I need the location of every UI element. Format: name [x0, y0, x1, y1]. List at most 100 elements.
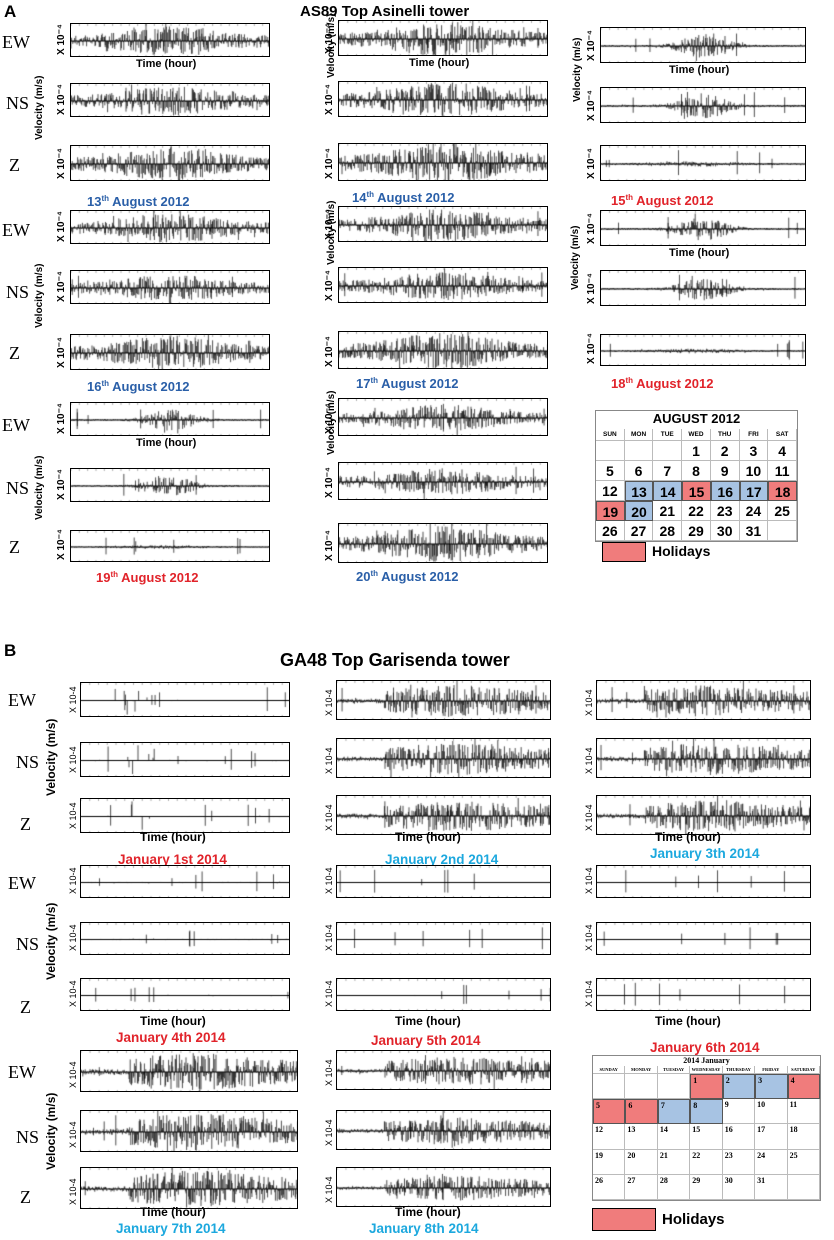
a-scale-label-14: X 10⁻⁴ [324, 336, 335, 367]
calB-weekday-4: THURSDAY [722, 1066, 756, 1074]
a-velocity-label-6: Velocity (m/s) [34, 455, 45, 520]
b-velocity-label-0: Velocity (m/s) [44, 718, 58, 796]
a-channel-ew-1: EW [2, 32, 30, 52]
calB-day-cell: 15 [690, 1124, 723, 1150]
b-seismogram-16 [596, 922, 811, 955]
a-scale-label-9: X 10⁻⁴ [56, 211, 67, 242]
calA-day-cell: 24 [739, 501, 769, 521]
calA-weekday-1: MON [624, 429, 654, 441]
calB-day-cell: 19 [593, 1149, 626, 1175]
a-date-18: 18th August 2012 [611, 376, 714, 392]
panel-b-title: GA48 Top Garisenda tower [280, 650, 510, 670]
b-scale-label-20: X 10-4 [68, 1178, 78, 1205]
a-channel-z-2: Z [9, 343, 20, 363]
b-scale-label-23: X 10-4 [324, 1176, 334, 1203]
b-date-jan6: January 6th 2014 [650, 1040, 760, 1055]
calB-weekday-0: SUNDAY [593, 1066, 626, 1074]
b-scale-label-0: X 10-4 [68, 686, 78, 713]
b-scale-label-8: X 10-4 [584, 804, 594, 831]
calA-weekday-2: TUE [653, 429, 683, 441]
calB-weekday-6: SATURDAY [787, 1066, 820, 1074]
b-date-jan2: January 2nd 2014 [385, 852, 499, 867]
a-seismogram-11 [70, 334, 270, 370]
calA-day-cell: 4 [768, 441, 797, 461]
calB-day-cell: 10 [755, 1099, 788, 1125]
a-date-17: 17th August 2012 [356, 376, 459, 392]
b-velocity-label-2: Velocity (m/s) [44, 1092, 58, 1170]
a-seismogram-2 [70, 145, 270, 181]
a-channel-z-1: Z [9, 155, 20, 175]
a-seismogram-22 [338, 462, 548, 500]
calA-day-cell: 21 [653, 501, 683, 521]
calB-day-cell: 12 [593, 1124, 626, 1150]
b-scale-label-6: X 10-4 [584, 689, 594, 716]
a-scale-label-5: X 10⁻⁴ [324, 148, 335, 179]
a-scale-label-0: X 10⁻⁴ [56, 24, 67, 55]
calB-day-cell: 31 [755, 1174, 788, 1200]
a-scale-label-18: X 10⁻⁴ [56, 403, 67, 434]
calA-day-cell: 1 [682, 441, 711, 461]
calB-day-cell: 27 [625, 1174, 658, 1200]
calB-day-cell: 26 [593, 1174, 626, 1200]
b-seismogram-21 [336, 1050, 551, 1090]
calA-day-cell: 29 [682, 521, 711, 541]
a-seismogram-17 [600, 334, 806, 366]
a-scale-label-23: X 10⁻⁴ [324, 530, 335, 561]
b-seismogram-17 [596, 978, 811, 1011]
b-legend-holidays: Holidays [662, 1211, 725, 1228]
calA-weekday-0: SUN [596, 429, 625, 441]
calA-day-cell [624, 441, 654, 461]
calB-day-cell: 2 [722, 1074, 756, 1100]
a-seismogram-1 [70, 83, 270, 117]
calA-day-cell: 27 [624, 521, 654, 541]
b-time-label-7: Time (hour) [395, 1205, 461, 1219]
a-date-14: 14th August 2012 [352, 190, 455, 206]
calB-day-cell: 22 [690, 1149, 723, 1175]
calA-day-cell: 17 [739, 481, 769, 501]
b-scale-label-14: X 10-4 [324, 980, 334, 1007]
b-scale-label-19: X 10-4 [68, 1121, 78, 1148]
a-date-13: 13th August 2012 [87, 194, 190, 210]
a-scale-label-16: X 10⁻⁴ [586, 273, 597, 304]
b-time-label-3: Time (hour) [140, 1014, 206, 1028]
calA-day-cell: 13 [624, 481, 654, 501]
a-date-15: 15th August 2012 [611, 193, 714, 209]
b-scale-label-15: X 10-4 [584, 867, 594, 894]
a-seismogram-8 [600, 145, 806, 181]
calB-day-cell: 25 [787, 1149, 820, 1175]
calA-day-cell: 11 [768, 461, 797, 481]
calA-weekday-5: FRI [739, 429, 769, 441]
a-legend-holidays: Holidays [652, 543, 711, 559]
calB-day-cell [593, 1074, 626, 1100]
a-date-19: 19th August 2012 [96, 570, 199, 586]
calB-day-cell: 3 [755, 1074, 788, 1100]
b-seismogram-10 [80, 922, 290, 955]
calA-day-cell [768, 521, 797, 541]
b-channel-ew-3: EW [8, 1062, 36, 1082]
panel-a-title: AS89 Top Asinelli tower [300, 3, 470, 20]
calB-day-cell: 20 [625, 1149, 658, 1175]
b-seismogram-7 [596, 738, 811, 778]
a-velocity-label-3: Velocity (m/s) [34, 263, 45, 328]
b-seismogram-2 [80, 798, 290, 833]
b-time-label-1: Time (hour) [395, 830, 461, 844]
a-seismogram-5 [338, 143, 548, 181]
b-seismogram-11 [80, 978, 290, 1011]
a-scale-label-2: X 10⁻⁴ [56, 148, 67, 179]
calB-day-cell: 9 [722, 1099, 756, 1125]
calB-day-cell: 4 [787, 1074, 820, 1100]
a-scale-label-19: X 10⁻⁴ [56, 469, 67, 500]
a-seismogram-6 [600, 27, 806, 63]
b-channel-ns-2: NS [16, 934, 40, 954]
a-channel-ns-2: NS [6, 282, 30, 302]
a-velocity-label-2: Velocity (m/s) [572, 37, 583, 102]
calA-day-cell: 30 [710, 521, 740, 541]
b-time-label-4: Time (hour) [395, 1014, 461, 1028]
b-seismogram-0 [80, 682, 290, 717]
calB-day-cell: 11 [787, 1099, 820, 1125]
panel-b-letter: B [4, 641, 17, 660]
a-seismogram-21 [338, 398, 548, 436]
b-seismogram-13 [336, 922, 551, 955]
calB-day-cell: 16 [722, 1124, 756, 1150]
calA-weekday-3: WED [682, 429, 711, 441]
